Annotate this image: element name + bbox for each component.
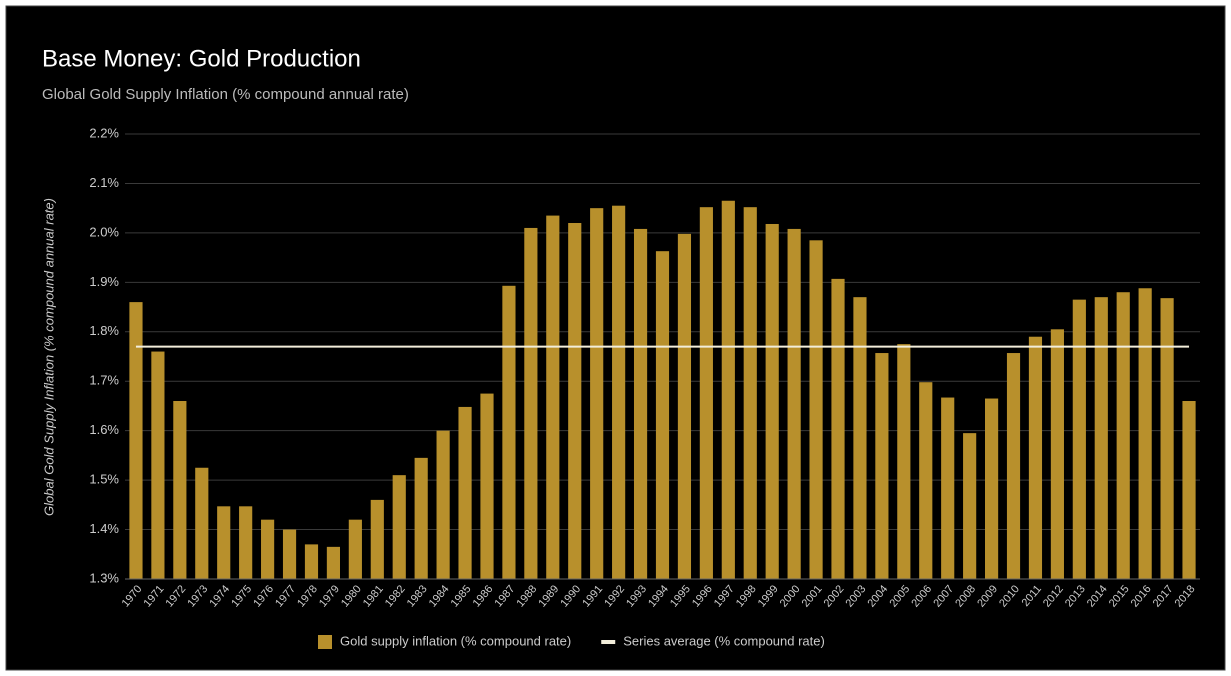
bar [831, 278, 845, 579]
bar [524, 227, 538, 579]
bar [1006, 353, 1021, 579]
bar [677, 233, 692, 579]
chart-subtitle: Global Gold Supply Inflation (% compound… [42, 86, 409, 103]
bar [546, 215, 560, 580]
bar [195, 467, 209, 579]
bar [853, 297, 867, 579]
bar [875, 353, 889, 579]
bar [612, 205, 626, 579]
bar [919, 382, 933, 579]
bar [590, 208, 604, 579]
bar [151, 351, 165, 579]
bar [326, 546, 340, 579]
bar [1160, 298, 1174, 579]
bar [348, 519, 362, 579]
bar [173, 401, 187, 579]
bar [655, 251, 670, 579]
bar [392, 475, 406, 579]
bar [480, 393, 494, 579]
bar [261, 519, 275, 579]
legend-swatch [601, 640, 616, 644]
legend-label: Series average (% compound rate) [623, 633, 825, 648]
y-tick-label: 1.5% [89, 472, 119, 487]
y-tick-label: 1.9% [89, 274, 119, 289]
bar [985, 398, 999, 579]
bar [239, 506, 253, 579]
y-tick-label: 1.8% [89, 323, 119, 338]
legend-label: Gold supply inflation (% compound rate) [340, 633, 571, 648]
bar [458, 406, 472, 579]
bar [129, 302, 143, 579]
bar [787, 228, 801, 579]
y-tick-label: 1.7% [89, 373, 119, 388]
bar [941, 397, 955, 579]
legend-swatch [318, 635, 332, 649]
bar [809, 240, 823, 580]
y-tick-label: 1.3% [89, 570, 119, 585]
bar [1050, 329, 1064, 579]
bar [721, 200, 735, 579]
bar [1182, 401, 1196, 579]
bar [414, 457, 428, 579]
y-axis-label: Global Gold Supply Inflation (% compound… [41, 198, 56, 516]
y-tick-label: 1.6% [89, 422, 119, 437]
bar [568, 223, 582, 579]
bar [1028, 336, 1043, 579]
bar [743, 207, 757, 579]
bar [304, 544, 319, 579]
bar [436, 430, 450, 579]
bar [897, 344, 911, 579]
bar [1116, 292, 1130, 579]
bar [1138, 288, 1152, 579]
bar [1072, 299, 1086, 579]
bar [699, 207, 713, 579]
y-tick-label: 2.1% [89, 175, 119, 190]
bar [282, 529, 297, 579]
y-tick-label: 1.4% [89, 521, 119, 536]
bar [633, 228, 648, 579]
bar [502, 285, 516, 579]
y-tick-label: 2.0% [89, 224, 119, 239]
chart-title: Base Money: Gold Production [42, 45, 361, 72]
bar [370, 499, 384, 579]
bar [1094, 297, 1108, 579]
bar [963, 433, 977, 579]
bar [765, 223, 779, 579]
bar [217, 506, 231, 579]
y-tick-label: 2.2% [89, 125, 119, 140]
